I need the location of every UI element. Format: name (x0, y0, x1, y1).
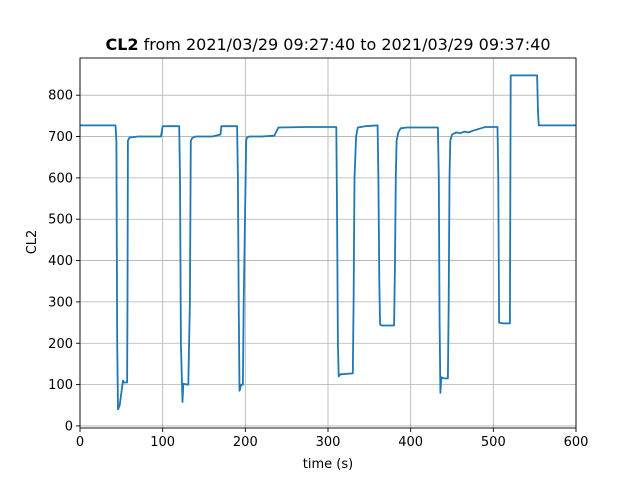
y-tick-label: 200 (48, 337, 73, 352)
chart-title-rest: from 2021/03/29 09:27:40 to 2021/03/29 0… (139, 35, 551, 54)
series-line-cl2 (80, 74, 576, 411)
chart-title-bold: CL2 (105, 35, 138, 54)
x-tick-label: 100 (150, 435, 175, 450)
x-tick-label: 500 (481, 435, 506, 450)
x-tick-label: 0 (76, 435, 84, 450)
y-tick-label: 600 (48, 171, 73, 186)
y-tick-label: 800 (48, 89, 73, 104)
y-tick-label: 0 (65, 419, 73, 434)
x-tick-label: 600 (564, 435, 589, 450)
x-tick-label: 300 (316, 435, 341, 450)
y-tick-label: 100 (48, 378, 73, 393)
x-axis-ticks: 0 100 200 300 400 500 600 (76, 428, 589, 450)
x-axis-label: time (s) (303, 457, 353, 472)
grid-lines (79, 58, 577, 428)
x-tick-label: 400 (398, 435, 423, 450)
chart-title: CL2 from 2021/03/29 09:27:40 to 2021/03/… (105, 35, 550, 54)
y-tick-label: 700 (48, 130, 73, 145)
y-axis-label: CL2 (25, 230, 40, 255)
x-tick-label: 200 (233, 435, 258, 450)
y-tick-label: 300 (48, 295, 73, 310)
y-tick-label: 400 (48, 254, 73, 269)
y-tick-label: 500 (48, 213, 73, 228)
y-axis-ticks: 0 100 200 300 400 500 600 700 800 (48, 89, 80, 434)
